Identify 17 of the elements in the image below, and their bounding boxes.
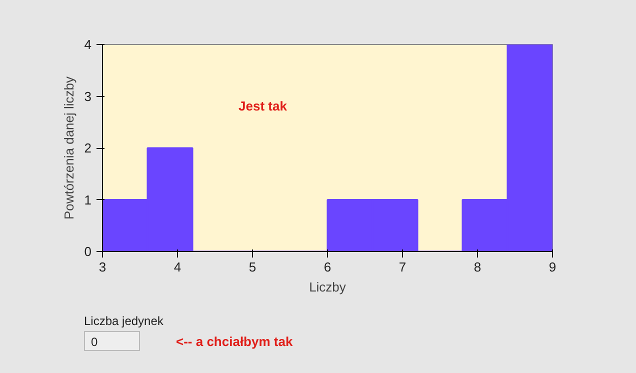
x-tick-label: 6: [324, 260, 332, 274]
text: Liczba jedynek: [84, 313, 164, 330]
x-tick-label: 3: [98, 260, 106, 274]
y-tick-label: 2: [84, 140, 92, 156]
x-axis-title: Liczby: [309, 280, 346, 294]
x-tick-label: 9: [548, 260, 556, 274]
x-tick-label: 8: [474, 260, 482, 274]
annotation: Jest tak: [238, 98, 288, 114]
y-tick-label: 1: [84, 192, 92, 208]
x-tick-label: 5: [248, 260, 256, 274]
y-tick-label: 3: [84, 88, 92, 104]
y-tick-label: 0: [84, 244, 92, 259]
x-tick-label: 4: [174, 260, 182, 274]
y-tick-label: 4: [84, 37, 92, 52]
x-tick-label: 7: [398, 260, 406, 274]
y-axis-title: Powtórzenia danej liczby: [61, 76, 76, 220]
text: <-- a chciałbym tak: [176, 333, 293, 351]
